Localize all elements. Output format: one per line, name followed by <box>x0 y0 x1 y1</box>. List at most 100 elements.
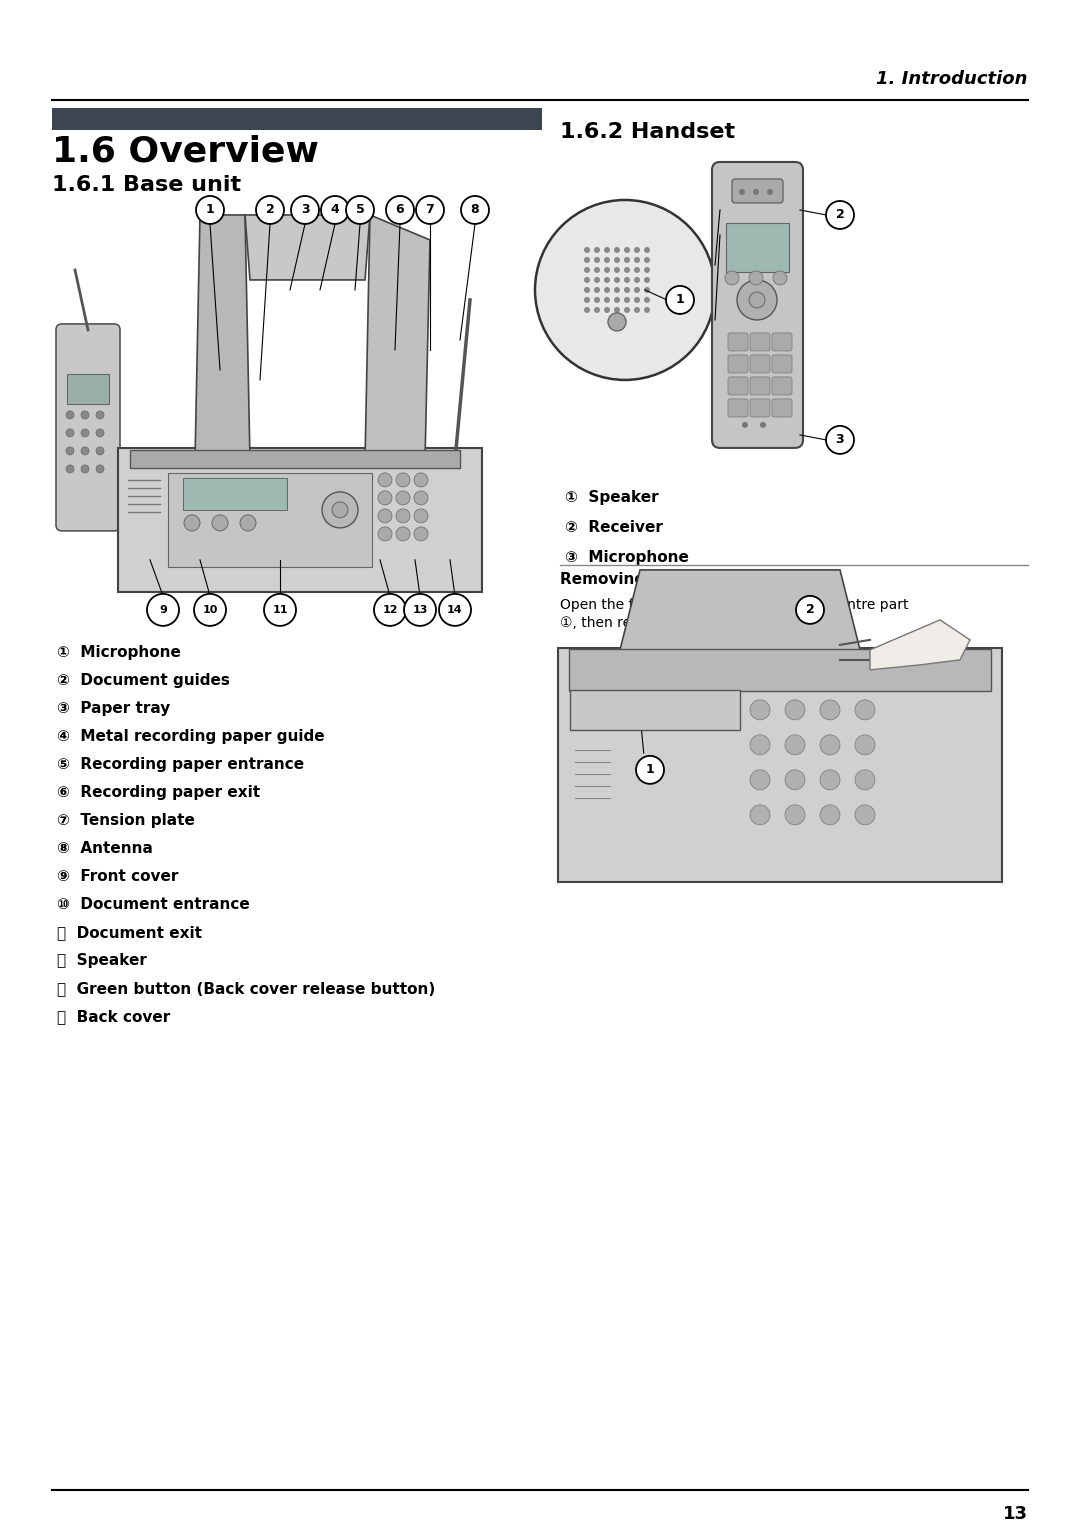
Circle shape <box>855 700 875 720</box>
FancyBboxPatch shape <box>728 333 748 351</box>
FancyBboxPatch shape <box>168 472 372 567</box>
Text: ⑬  Green button (Back cover release button): ⑬ Green button (Back cover release butto… <box>57 981 435 996</box>
Circle shape <box>414 472 428 487</box>
FancyBboxPatch shape <box>750 354 770 373</box>
Text: ①  Microphone: ① Microphone <box>57 645 180 660</box>
Text: 2: 2 <box>266 203 274 217</box>
FancyBboxPatch shape <box>118 448 482 591</box>
FancyBboxPatch shape <box>732 179 783 203</box>
Circle shape <box>644 277 650 283</box>
Text: ⑤  Recording paper entrance: ⑤ Recording paper entrance <box>57 756 305 772</box>
Circle shape <box>615 267 620 274</box>
Circle shape <box>96 465 104 472</box>
Text: ⑫  Speaker: ⑫ Speaker <box>57 953 147 967</box>
Circle shape <box>604 248 610 254</box>
Polygon shape <box>620 570 860 649</box>
Polygon shape <box>365 215 430 460</box>
FancyBboxPatch shape <box>750 333 770 351</box>
Circle shape <box>396 472 410 487</box>
Circle shape <box>634 277 640 283</box>
Circle shape <box>594 296 600 303</box>
Text: ④  Metal recording paper guide: ④ Metal recording paper guide <box>57 729 325 744</box>
Circle shape <box>750 805 770 825</box>
FancyBboxPatch shape <box>728 377 748 394</box>
Text: 1: 1 <box>205 203 214 217</box>
Circle shape <box>855 735 875 755</box>
Circle shape <box>374 594 406 626</box>
Text: ②  Receiver: ② Receiver <box>565 520 663 535</box>
Circle shape <box>644 267 650 274</box>
Circle shape <box>322 492 357 527</box>
FancyBboxPatch shape <box>569 649 991 691</box>
Circle shape <box>594 277 600 283</box>
Circle shape <box>414 490 428 504</box>
Text: ②  Document guides: ② Document guides <box>57 672 230 688</box>
Circle shape <box>594 257 600 263</box>
Circle shape <box>624 257 630 263</box>
Circle shape <box>194 594 226 626</box>
Text: 14: 14 <box>447 605 463 614</box>
Circle shape <box>584 287 590 293</box>
Circle shape <box>785 770 805 790</box>
Circle shape <box>785 700 805 720</box>
Text: 1.6.2 Handset: 1.6.2 Handset <box>561 122 735 142</box>
Polygon shape <box>245 215 370 280</box>
Circle shape <box>604 296 610 303</box>
Polygon shape <box>570 689 740 730</box>
FancyBboxPatch shape <box>750 399 770 417</box>
Text: ①, then remove the shipping tape ②.: ①, then remove the shipping tape ②. <box>561 616 818 630</box>
Text: 1.6 Overview: 1.6 Overview <box>52 134 319 170</box>
FancyBboxPatch shape <box>772 377 792 394</box>
Circle shape <box>624 287 630 293</box>
FancyBboxPatch shape <box>52 108 542 130</box>
Circle shape <box>396 490 410 504</box>
Text: 9: 9 <box>159 605 167 614</box>
Circle shape <box>264 594 296 626</box>
Text: 12: 12 <box>382 605 397 614</box>
Circle shape <box>81 411 89 419</box>
Circle shape <box>416 196 444 225</box>
Circle shape <box>66 446 75 455</box>
FancyBboxPatch shape <box>130 449 460 468</box>
Text: Open the front cover by pulling up the centre part: Open the front cover by pulling up the c… <box>561 597 908 611</box>
FancyBboxPatch shape <box>772 333 792 351</box>
Circle shape <box>81 429 89 437</box>
Circle shape <box>773 270 787 284</box>
FancyBboxPatch shape <box>558 648 1002 882</box>
Circle shape <box>615 296 620 303</box>
Circle shape <box>750 270 762 284</box>
Circle shape <box>608 313 626 332</box>
Circle shape <box>378 527 392 541</box>
Circle shape <box>826 202 854 229</box>
Circle shape <box>594 267 600 274</box>
Circle shape <box>256 196 284 225</box>
Circle shape <box>615 277 620 283</box>
Circle shape <box>321 196 349 225</box>
Circle shape <box>584 307 590 313</box>
Circle shape <box>66 411 75 419</box>
Circle shape <box>615 287 620 293</box>
FancyBboxPatch shape <box>183 478 287 510</box>
Circle shape <box>634 257 640 263</box>
Text: 1: 1 <box>646 764 654 776</box>
Circle shape <box>604 257 610 263</box>
Circle shape <box>66 465 75 472</box>
Text: 1: 1 <box>676 293 685 307</box>
Text: 2: 2 <box>806 604 814 616</box>
Circle shape <box>378 509 392 523</box>
Circle shape <box>750 700 770 720</box>
Circle shape <box>634 248 640 254</box>
FancyBboxPatch shape <box>772 354 792 373</box>
FancyBboxPatch shape <box>750 377 770 394</box>
Text: ⑧  Antenna: ⑧ Antenna <box>57 840 153 856</box>
Circle shape <box>624 277 630 283</box>
Circle shape <box>855 770 875 790</box>
Text: 1. Introduction: 1. Introduction <box>877 70 1028 89</box>
Circle shape <box>725 270 739 284</box>
Circle shape <box>820 700 840 720</box>
Circle shape <box>396 527 410 541</box>
Circle shape <box>624 307 630 313</box>
Text: ⑪  Document exit: ⑪ Document exit <box>57 924 202 940</box>
Circle shape <box>332 501 348 518</box>
Circle shape <box>666 286 694 313</box>
